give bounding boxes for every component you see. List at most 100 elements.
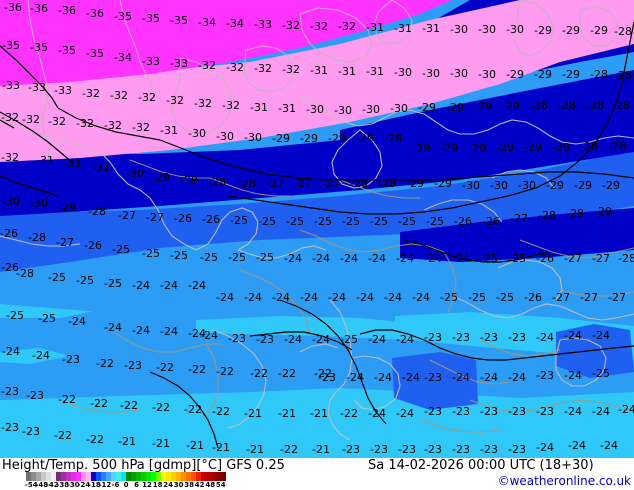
temperature-label: -22 xyxy=(212,405,230,418)
temperature-label: -29 xyxy=(446,101,464,114)
temperature-label: -29 xyxy=(434,177,452,190)
temperature-label: -24 xyxy=(356,291,374,304)
colorbar-tick: -12 xyxy=(98,481,112,489)
colorbar-tick-labels: -54 -48 -42 -38 -30 -24 -18 -12 -6 0 6 12 18 24 30 38 42… xyxy=(24,481,226,490)
temperature-label: -24 xyxy=(340,252,358,265)
temperature-label: -28 xyxy=(566,207,584,220)
weather-map-canvas[interactable]: -36 -36 -36 -36 -35 -35 -35 -34 -34 -33 -32 -32 -32-… xyxy=(0,0,634,458)
temperature-label: -30 xyxy=(450,67,468,80)
temperature-label: -23 xyxy=(124,359,142,372)
temperature-label: -32 xyxy=(222,99,240,112)
temperature-label: -31 xyxy=(250,101,268,114)
colorbar-swatch xyxy=(31,472,36,481)
temperature-label: -32 xyxy=(76,117,94,130)
colorbar-tick: -54 xyxy=(24,481,38,489)
colorbar-tick: -24 xyxy=(77,481,91,489)
temperature-label: -29 xyxy=(356,132,374,145)
colorbar-swatch xyxy=(206,472,211,481)
temperature-label: -28 xyxy=(180,174,198,187)
temperature-label: -23 xyxy=(508,405,526,418)
colorbar-swatch xyxy=(146,472,151,481)
temperature-label: -22 xyxy=(250,367,268,380)
temperature-label: -24 xyxy=(284,252,302,265)
temperature-label: -24 xyxy=(592,329,610,342)
temperature-label: -27 xyxy=(564,252,582,265)
temperature-label: -24 xyxy=(536,331,554,344)
temperature-label: -23 xyxy=(228,332,246,345)
temperature-label: -25 xyxy=(426,215,444,228)
temperature-label: -25 xyxy=(76,274,94,287)
temperature-label: -32 xyxy=(166,94,184,107)
temperature-label: -29 xyxy=(328,132,346,145)
temperature-label: -27 xyxy=(294,177,312,190)
temperature-label: -22 xyxy=(156,361,174,374)
temperature-label: -24 xyxy=(104,321,122,334)
temperature-label: -25 xyxy=(314,215,332,228)
temperature-label: -33 xyxy=(28,81,46,94)
temperature-label: -21 xyxy=(246,443,264,456)
temperature-label: -24 xyxy=(160,279,178,292)
colorbar-swatch xyxy=(151,472,156,481)
temperature-label: -34 xyxy=(114,51,132,64)
temperature-label: -32 xyxy=(1,151,19,164)
temperature-label: -21 xyxy=(186,439,204,452)
colorbar-tick: 30 xyxy=(173,481,184,489)
temperature-label: -27 xyxy=(266,177,284,190)
temperature-label: -23 xyxy=(452,405,470,418)
temperature-label: -27 xyxy=(552,291,570,304)
temperature-label: -29 xyxy=(574,179,592,192)
temperature-label: -22 xyxy=(188,363,206,376)
temperature-label: -25 xyxy=(230,214,248,227)
colorbar-swatch xyxy=(166,472,171,481)
temperature-label: -32 xyxy=(1,111,19,124)
temperature-label: -21 xyxy=(278,407,296,420)
temperature-label: -23 xyxy=(22,425,40,438)
temperature-label: -25 xyxy=(398,215,416,228)
temperature-label: -34 xyxy=(226,17,244,30)
temperature-label: -35 xyxy=(30,41,48,54)
temperature-label: -24 xyxy=(272,291,290,304)
temperature-label: -32 xyxy=(132,121,150,134)
temperature-label: -30 xyxy=(478,23,496,36)
colorbar-swatch xyxy=(126,472,131,481)
temperature-label: -32 xyxy=(194,97,212,110)
colorbar-tick: -18 xyxy=(88,481,101,489)
temperature-label: -32 xyxy=(198,59,216,72)
temperature-label: -31 xyxy=(64,157,82,170)
temperature-label: -35 xyxy=(114,10,132,23)
temperature-fill-layer xyxy=(0,0,634,458)
temperature-label: -24 xyxy=(564,329,582,342)
colorbar-swatch xyxy=(201,472,206,481)
temperature-label: -22 xyxy=(96,357,114,370)
temperature-label: -27 xyxy=(580,291,598,304)
temperature-label: -24 xyxy=(396,333,414,346)
temperature-label: -23 xyxy=(424,371,442,384)
temperature-label: -25 xyxy=(508,252,526,265)
temperature-label: -30 xyxy=(216,130,234,143)
temperature-label: -29 xyxy=(562,68,580,81)
temperature-label: -24 xyxy=(2,345,20,358)
temperature-label: -28 xyxy=(208,176,226,189)
temperature-label: -23 xyxy=(370,443,388,456)
temperature-label: -22 xyxy=(314,367,332,380)
temperature-label: -25 xyxy=(48,271,66,284)
temperature-label: -22 xyxy=(152,401,170,414)
temperature-label: -30 xyxy=(30,197,48,210)
coastline-layer xyxy=(0,0,634,441)
temperature-label: -30 xyxy=(126,167,144,180)
temperature-label: -33 xyxy=(2,79,20,92)
temperature-label: -35 xyxy=(142,12,160,25)
temperature-label: -25 xyxy=(112,243,130,256)
temperature-label: -24 xyxy=(396,252,414,265)
colorbar-swatch xyxy=(111,472,116,481)
temperature-label: -25 xyxy=(104,277,122,290)
temperature-label: -25 xyxy=(440,291,458,304)
temperature-label: -28 xyxy=(530,99,548,112)
temperature-label: -21 xyxy=(310,407,328,420)
temperature-label: -29 xyxy=(58,201,76,214)
temperature-label: -24 xyxy=(312,333,330,346)
temperature-label: -31 xyxy=(366,65,384,78)
footer-bar: Height/Temp. 500 hPa [gdmp][°C] GFS 0.25… xyxy=(0,458,634,490)
temperature-label: -30 xyxy=(518,179,536,192)
colorbar-tick: -42 xyxy=(45,481,59,489)
